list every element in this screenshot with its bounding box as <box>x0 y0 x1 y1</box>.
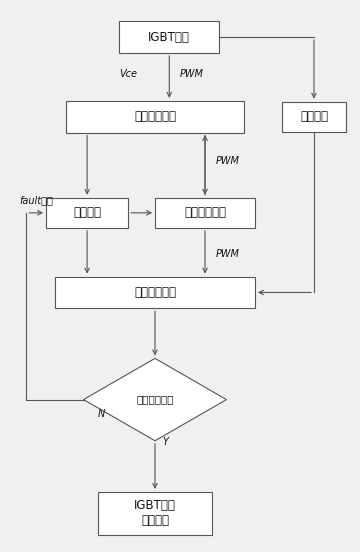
Text: 短路过流: 短路过流 <box>141 514 169 528</box>
Bar <box>55 277 255 309</box>
Text: Y: Y <box>162 437 168 447</box>
Text: IGBT模块: IGBT模块 <box>134 499 176 512</box>
Text: 微处理控制器: 微处理控制器 <box>134 286 176 299</box>
Text: 逻辑电路: 逻辑电路 <box>73 206 101 219</box>
Bar <box>155 198 255 228</box>
Bar <box>66 101 244 132</box>
Text: Vce: Vce <box>119 69 137 79</box>
Text: 电平转换芯片: 电平转换芯片 <box>184 206 226 219</box>
Bar <box>119 21 219 53</box>
Text: PWM: PWM <box>180 69 204 79</box>
Bar <box>98 492 212 535</box>
Bar <box>282 102 346 132</box>
Text: 是否干扰信号: 是否干扰信号 <box>136 395 174 405</box>
Text: PWM: PWM <box>216 156 240 166</box>
Text: 电流采样: 电流采样 <box>300 110 328 123</box>
Text: IGBT模块: IGBT模块 <box>148 30 190 44</box>
Text: 光耦驱动电路: 光耦驱动电路 <box>134 110 176 123</box>
Bar <box>46 198 128 228</box>
Text: fault信号: fault信号 <box>19 195 53 205</box>
Text: PWM: PWM <box>216 249 240 259</box>
Polygon shape <box>84 358 226 440</box>
Text: N: N <box>98 410 105 420</box>
